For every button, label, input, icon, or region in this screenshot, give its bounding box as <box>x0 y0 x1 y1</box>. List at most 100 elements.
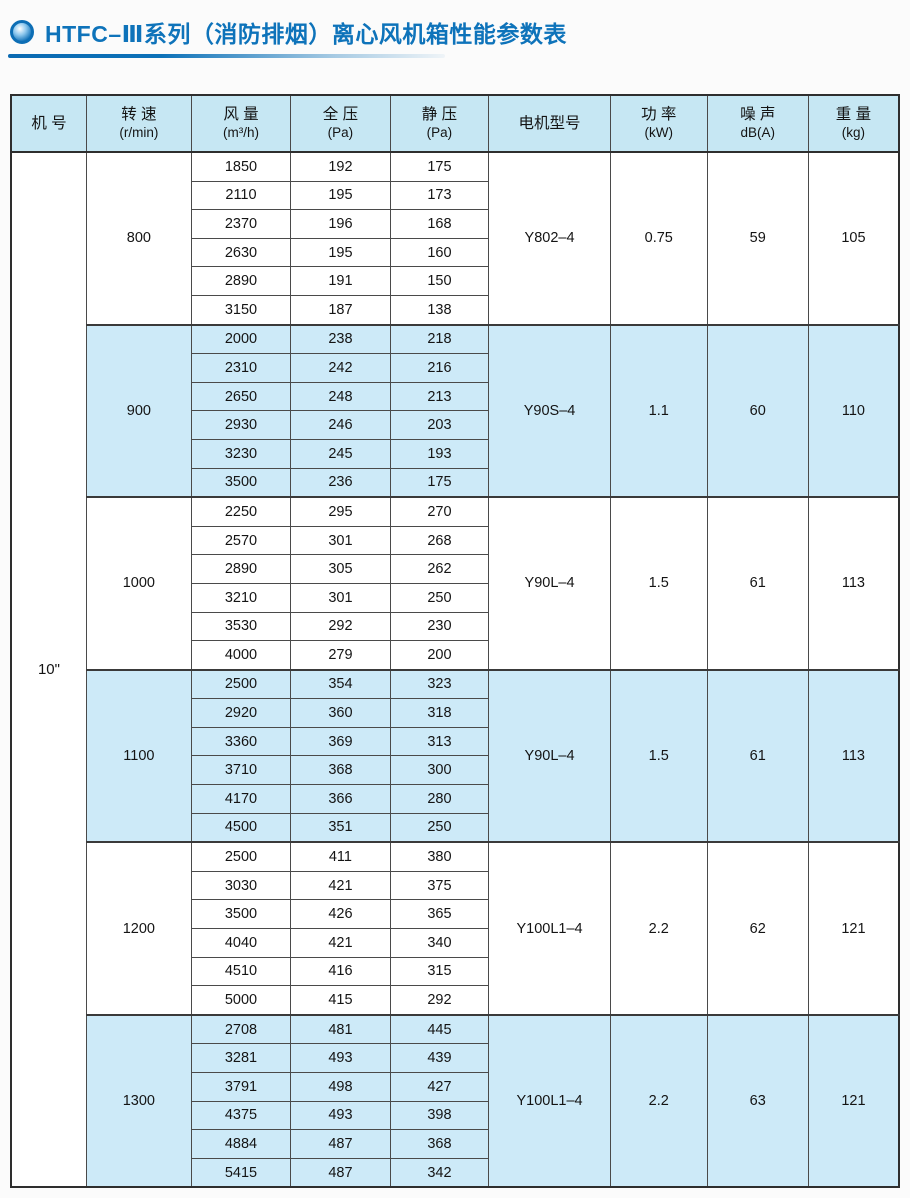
airflow-cell: 2250 <box>190 496 292 527</box>
header-line1: 全 压 <box>322 106 359 124</box>
header-line2: (Pa) <box>327 124 354 140</box>
page-title: HTFC–Ⅲ系列（消防排烟）离心风机箱性能参数表 <box>45 21 567 47</box>
header-line1: 转 速 <box>121 106 157 124</box>
table-row: 5415 487 342 <box>11 1157 899 1188</box>
total-pressure-cell: 411 <box>290 841 391 872</box>
weight-cell: 113 <box>807 496 900 671</box>
power-cell: 1.5 <box>609 496 708 671</box>
static-pressure-cell: 200 <box>389 640 490 671</box>
airflow-cell: 5000 <box>190 985 292 1016</box>
total-pressure-cell: 248 <box>290 381 391 412</box>
table-header-row: 机 号转 速 (r/min) 风 量 (m³/h) 全 压 (Pa) 静 压 (Pa) 电机型号… <box>10 94 900 153</box>
airflow-cell: 2500 <box>190 841 292 872</box>
table-row: 2370 196 168 <box>11 209 899 239</box>
airflow-cell: 2500 <box>190 668 292 700</box>
table-row: 2630 195 160 <box>11 237 899 268</box>
total-pressure-cell: 242 <box>290 353 391 383</box>
total-pressure-cell: 421 <box>290 928 391 958</box>
airflow-cell: 3500 <box>190 899 292 930</box>
static-pressure-cell: 213 <box>389 381 490 412</box>
total-pressure-cell: 354 <box>290 668 391 700</box>
total-pressure-cell: 487 <box>290 1129 391 1159</box>
total-pressure-cell: 301 <box>290 525 391 556</box>
static-pressure-cell: 280 <box>389 784 490 814</box>
table-row: 2570 301 268 <box>11 525 899 556</box>
performance-parameter-table: 机 号转 速 (r/min) 风 量 (m³/h) 全 压 (Pa) 静 压 (Pa) 电机型号… <box>10 94 900 1189</box>
total-pressure-cell: 487 <box>290 1157 391 1188</box>
airflow-cell: 2890 <box>190 266 292 296</box>
static-pressure-cell: 150 <box>389 266 490 296</box>
airflow-cell: 2708 <box>190 1013 292 1045</box>
table-row: 3281 493 439 <box>11 1043 899 1073</box>
header-line1: 机 号 <box>31 114 67 132</box>
table-row: 2890 305 262 <box>11 554 899 584</box>
airflow-cell: 2650 <box>190 381 292 412</box>
total-pressure-cell: 236 <box>290 467 391 498</box>
table-row: 3500 426 365 <box>11 899 899 930</box>
speed-cell: 800 <box>85 151 192 326</box>
power-cell: 1.1 <box>609 323 708 498</box>
header-row: 机 号转 速 (r/min) 风 量 (m³/h) 全 压 (Pa) 静 压 (Pa) 电机型号… <box>10 94 900 153</box>
header-line2: (m³/h) <box>222 124 259 140</box>
table-row: 4040 421 340 <box>11 928 899 958</box>
table-row: 2110 195 173 <box>11 180 899 211</box>
static-pressure-cell: 175 <box>389 150 490 182</box>
speed-cell: 1200 <box>85 841 192 1016</box>
airflow-cell: 2920 <box>190 698 292 728</box>
table-row: 1000 2250 295 270 Y90L–4 1.5 61 113 <box>11 496 900 671</box>
static-pressure-cell: 439 <box>389 1043 490 1073</box>
column-header-static-pressure: 静 压 (Pa) <box>389 94 490 153</box>
airflow-cell: 2370 <box>190 209 292 239</box>
table-row: 2650 248 213 <box>11 381 899 412</box>
total-pressure-cell: 196 <box>290 209 391 239</box>
airflow-cell: 2570 <box>190 525 292 556</box>
table-row: 3030 421 375 <box>11 870 899 901</box>
static-pressure-cell: 323 <box>389 668 490 700</box>
total-pressure-cell: 368 <box>290 755 391 786</box>
header-line1: 电机型号 <box>518 114 581 132</box>
total-pressure-cell: 192 <box>290 150 391 182</box>
static-pressure-cell: 292 <box>389 985 490 1016</box>
table-row: 2890 191 150 <box>11 266 899 296</box>
power-cell: 1.5 <box>609 668 708 843</box>
static-pressure-cell: 250 <box>389 812 490 843</box>
airflow-cell: 3230 <box>190 438 292 469</box>
weight-cell: 105 <box>807 151 900 326</box>
airflow-cell: 3500 <box>190 467 292 498</box>
total-pressure-cell: 301 <box>290 582 391 613</box>
header-line2: (r/min) <box>119 124 159 140</box>
header-line2: (Pa) <box>426 124 453 140</box>
total-pressure-cell: 493 <box>290 1043 391 1073</box>
weight-cell: 113 <box>807 668 900 843</box>
weight-cell: 121 <box>807 841 900 1016</box>
total-pressure-cell: 360 <box>290 698 391 728</box>
airflow-cell: 2110 <box>190 180 292 211</box>
table-row: 2920 360 318 <box>11 698 899 728</box>
airflow-cell: 3150 <box>190 294 292 326</box>
airflow-cell: 2630 <box>190 237 292 268</box>
speed-cell: 1300 <box>85 1013 192 1188</box>
motor-model-cell: Y90L–4 <box>488 668 611 843</box>
table-row: 3150 187 138 <box>11 294 899 326</box>
noise-cell: 62 <box>706 841 809 1016</box>
performance-table-body: 10" 800 1850 192 175 Y802–4 0.75 59 105 2110 195 17… <box>10 150 900 1188</box>
airflow-cell: 2890 <box>190 554 292 584</box>
airflow-cell: 4500 <box>190 812 292 843</box>
table-row: 4884 487 368 <box>11 1129 899 1159</box>
column-header-weight: 重 量 (kg) <box>807 94 900 153</box>
static-pressure-cell: 268 <box>389 525 490 556</box>
header-line2: (kW) <box>644 124 673 140</box>
airflow-cell: 3030 <box>190 870 292 901</box>
total-pressure-cell: 195 <box>290 180 391 211</box>
static-pressure-cell: 342 <box>389 1157 490 1188</box>
total-pressure-cell: 191 <box>290 266 391 296</box>
total-pressure-cell: 493 <box>290 1100 391 1131</box>
header-line1: 静 压 <box>421 106 458 124</box>
header-line2: (kg) <box>841 124 866 140</box>
bullseye-icon <box>10 20 34 44</box>
airflow-cell: 2930 <box>190 410 292 440</box>
static-pressure-cell: 380 <box>389 841 490 872</box>
total-pressure-cell: 195 <box>290 237 391 268</box>
table-row: 4170 366 280 <box>11 784 899 814</box>
